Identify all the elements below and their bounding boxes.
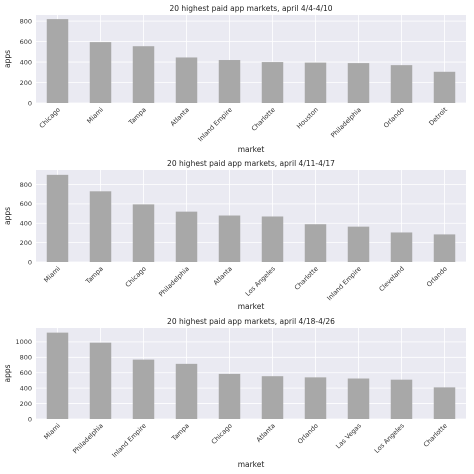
chart-title: 20 highest paid app markets, april 4/18-… [167, 317, 335, 326]
bar-10 [433, 234, 456, 262]
bar-8 [347, 63, 370, 103]
bar-3 [132, 359, 155, 419]
x-tick-label: Charlotte [293, 265, 320, 292]
chart-title: 20 highest paid app markets, april 4/11-… [167, 159, 335, 168]
y-tick-label: 200 [20, 239, 32, 247]
x-tick-label: Inland Empire [196, 106, 234, 144]
x-tick-label: Miami [42, 265, 62, 285]
bar-1 [46, 332, 69, 419]
x-tick-label: Philadelphia [71, 422, 105, 456]
y-axis-label: apps [3, 207, 12, 225]
bar-2 [89, 42, 112, 103]
x-tick-label: Orlando [382, 106, 406, 130]
y-tick-label: 0 [28, 415, 32, 423]
bar-5 [218, 215, 241, 262]
x-tick-label: Inland Empire [110, 422, 148, 460]
x-tick-label: Las Vegas [334, 421, 363, 450]
x-tick-label: Philadelphia [329, 106, 363, 140]
bar-4 [175, 57, 198, 103]
y-tick-label: 600 [20, 369, 32, 377]
bar-1 [46, 174, 69, 262]
x-tick-label: Miami [85, 106, 105, 126]
x-tick-label: Atlanta [212, 265, 234, 287]
chart-1: 0 200 400 600 800 Chicago Miami Tampa Atlanta Inl… [3, 4, 466, 154]
y-tick-label: 400 [20, 384, 32, 392]
chart-2: 0 200 400 600 800 Miami Tampa Chicago Philadelph… [3, 159, 466, 311]
bar-9 [390, 232, 413, 262]
bar-8 [347, 226, 370, 262]
y-tick-label: 0 [28, 99, 32, 107]
x-tick-label: Atlanta [255, 422, 277, 444]
x-axis-label: market [238, 460, 265, 469]
bar-7 [304, 62, 327, 103]
x-tick-label: Atlanta [169, 106, 191, 128]
bar-7 [304, 377, 327, 419]
x-tick-label: Tampa [169, 422, 190, 443]
bar-2 [89, 342, 112, 419]
y-tick-label: 800 [20, 17, 32, 25]
bar-1 [46, 19, 69, 103]
x-tick-label: Houston [295, 106, 320, 131]
bar-8 [347, 378, 370, 419]
chart-title: 20 highest paid app markets, april 4/4-4… [169, 4, 332, 13]
y-tick-label: 800 [20, 354, 32, 362]
y-tick-label: 800 [20, 181, 32, 189]
bar-5 [218, 373, 241, 419]
x-tick-label: Orlando [296, 422, 320, 446]
y-axis-label: apps [3, 364, 12, 382]
x-tick-label: Tampa [126, 106, 147, 127]
bar-10 [433, 71, 456, 103]
bar-4 [175, 363, 198, 419]
y-tick-label: 0 [28, 258, 32, 266]
x-tick-label: Tampa [83, 265, 104, 286]
x-tick-label: Chicago [38, 106, 62, 130]
bar-3 [132, 204, 155, 262]
bar-3 [132, 46, 155, 103]
y-axis-label: apps [3, 50, 12, 68]
y-tick-label: 1000 [15, 338, 32, 346]
x-axis-label: market [238, 145, 265, 154]
x-tick-label: Cleveland [377, 265, 405, 293]
chart-3: 0 200 400 600 800 1000 Miami Philadelphia Inland… [3, 317, 466, 469]
y-tick-label: 600 [20, 38, 32, 46]
bar-7 [304, 224, 327, 262]
bar-5 [218, 60, 241, 103]
bar-10 [433, 387, 456, 419]
y-tick-label: 200 [20, 400, 32, 408]
x-tick-label: Charlotte [422, 422, 449, 449]
x-tick-label: Orlando [425, 265, 449, 289]
x-tick-label: Philadelphia [157, 265, 191, 299]
bar-6 [261, 216, 284, 262]
y-tick-label: 600 [20, 200, 32, 208]
bar-6 [261, 376, 284, 419]
x-tick-label: Chicago [124, 265, 148, 289]
y-tick-label: 400 [20, 58, 32, 66]
x-tick-label: Los Angeles [244, 264, 278, 298]
x-tick-label: Inland Empire [325, 265, 363, 303]
x-tick-label: Detroit [427, 105, 449, 127]
bar-2 [89, 191, 112, 262]
bar-9 [390, 65, 413, 103]
bar-4 [175, 211, 198, 262]
x-tick-label: Charlotte [250, 106, 277, 133]
y-tick-label: 400 [20, 220, 32, 228]
x-tick-label: Los Angeles [373, 421, 407, 455]
x-axis-label: market [238, 302, 265, 311]
bar-9 [390, 379, 413, 419]
y-tick-label: 200 [20, 79, 32, 87]
bar-6 [261, 62, 284, 103]
x-tick-label: Chicago [210, 422, 234, 446]
x-tick-label: Miami [42, 422, 62, 442]
